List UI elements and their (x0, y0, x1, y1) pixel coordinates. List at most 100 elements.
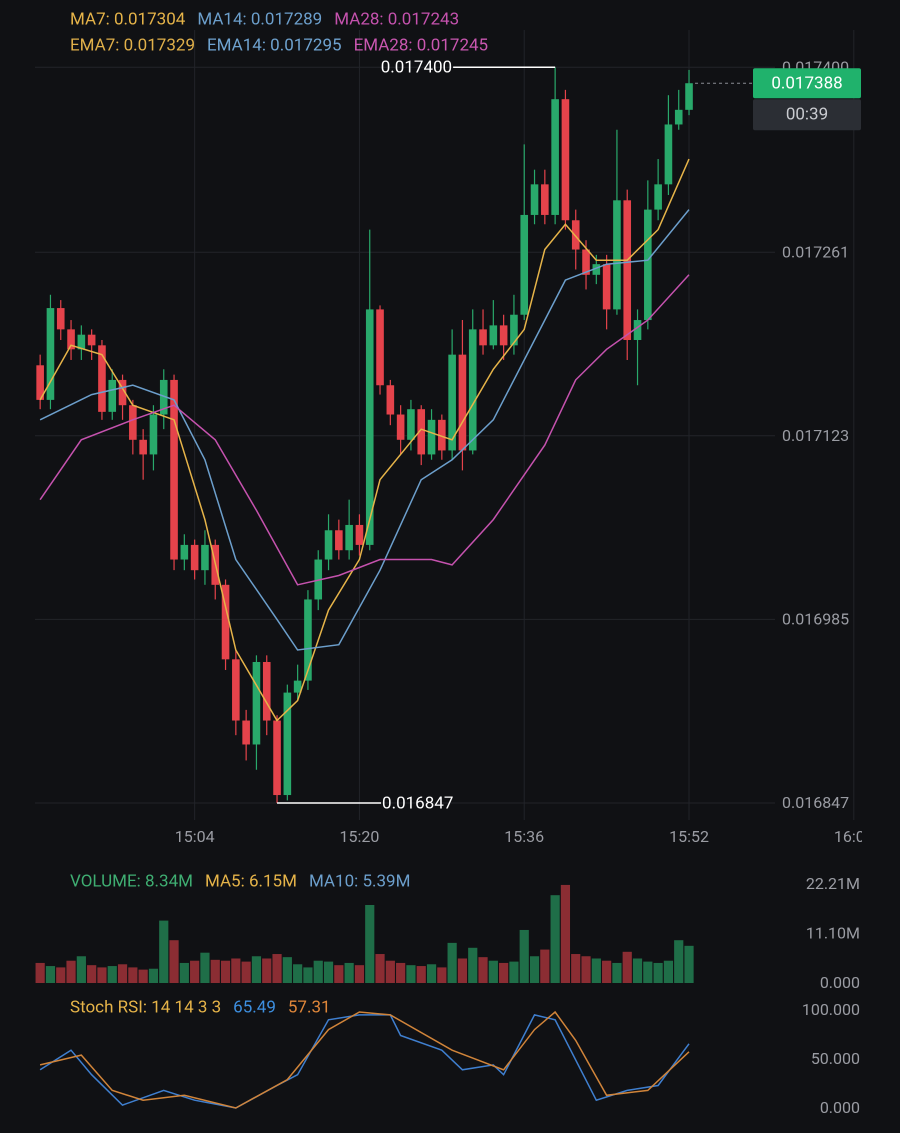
candle-body (654, 184, 662, 210)
countdown-label: 00:39 (786, 105, 828, 125)
y-tick-label: 0.000 (820, 1098, 860, 1117)
volume-bar (159, 920, 169, 983)
volume-bar (385, 960, 395, 983)
legend-entry: MA28: 0.017243 (334, 9, 459, 29)
volume-bar (282, 957, 292, 983)
candle-body (376, 309, 384, 386)
candle-body (159, 379, 168, 415)
candle-body (283, 692, 292, 796)
candle-body (108, 379, 117, 412)
candle-body (623, 200, 632, 341)
legend-entry: MA5: 6.15M (205, 871, 297, 891)
last-price-badge (753, 68, 861, 99)
y-tick-label: 11.10M (806, 924, 860, 943)
candle-body (417, 409, 426, 455)
legend-entry: VOLUME: 8.34M (70, 871, 193, 891)
volume-bar (560, 884, 571, 983)
candle-body (520, 214, 529, 315)
legend-entry: MA7: 0.017304 (70, 9, 186, 29)
candle-body (355, 524, 364, 545)
volume-bar (437, 967, 447, 983)
volume-bar (457, 958, 468, 983)
volume-bar (571, 954, 581, 983)
volume-bar (117, 964, 128, 983)
legend-entry: MA10: 5.39M (309, 871, 411, 891)
candle-body (201, 544, 209, 571)
candle-body (304, 599, 312, 681)
candle-body (335, 530, 343, 551)
annotation-label: 0.016847 (382, 794, 453, 814)
volume-bar (210, 959, 220, 983)
volume-bar (200, 952, 210, 983)
volume-bar (529, 956, 540, 983)
candle-body (644, 209, 652, 321)
volume-bar (323, 961, 334, 983)
volume-bar (169, 940, 179, 983)
candle-body (87, 334, 96, 346)
volume-bar (87, 965, 97, 983)
legend-entry: MA14: 0.017289 (197, 9, 322, 29)
candle-body (592, 264, 601, 275)
candle-body (510, 314, 518, 346)
x-tick-label: 16:08 (834, 827, 874, 846)
candle-body (118, 379, 127, 406)
candle-body (190, 544, 199, 571)
stoch-line (39, 1014, 690, 1109)
volume-bar (56, 967, 66, 983)
volume-bar (97, 967, 107, 983)
candle-body (149, 414, 158, 455)
candle-body (685, 83, 693, 110)
volume-bar (293, 964, 303, 983)
candle-body (530, 184, 539, 215)
volume-bar (251, 956, 262, 983)
candle-body (242, 720, 250, 745)
volume-bar (241, 961, 251, 983)
candle-body (36, 365, 44, 400)
candle-body (293, 680, 302, 693)
candle-body (438, 419, 446, 451)
candle-body (77, 334, 86, 350)
volume-bar (663, 960, 674, 983)
candle-body (170, 379, 178, 560)
volume-bar (602, 960, 612, 983)
candle-body (448, 354, 456, 451)
volume-bar (612, 962, 622, 983)
candle-body (232, 659, 240, 721)
x-tick-label: 15:04 (175, 827, 215, 846)
y-tick-label: 0.017261 (782, 242, 849, 261)
stoch-line (39, 1010, 690, 1109)
candle-body (551, 99, 559, 215)
volume-bar (622, 951, 632, 983)
volume-bar (478, 957, 488, 983)
volume-bar (591, 958, 601, 983)
volume-bar (344, 962, 354, 983)
y-tick-label: 100.000 (802, 1000, 860, 1019)
volume-bar (313, 960, 323, 983)
candle-body (407, 409, 415, 440)
volume-bar (499, 962, 509, 983)
volume-bar (354, 965, 365, 983)
volume-bar (272, 954, 282, 983)
volume-bar (406, 965, 416, 983)
legend-entry: EMA28: 0.017245 (354, 35, 489, 55)
candle-body (252, 661, 261, 745)
volume-bar (550, 895, 560, 983)
volume-bar (220, 960, 231, 983)
volume-bar (76, 956, 86, 983)
candle-body (571, 220, 580, 250)
candle-body (324, 530, 333, 560)
legend-entry: 65.49 (233, 997, 276, 1017)
volume-bar (396, 962, 406, 983)
volume-bar (107, 966, 117, 983)
y-tick-label: 0.017123 (782, 426, 849, 445)
candle-body (489, 325, 498, 346)
chart-area: 0.016847 0.016985 0.017123 0.017261 0.017400… (35, 9, 874, 1117)
candle-body (98, 345, 106, 412)
volume-bar (128, 967, 138, 983)
x-tick-label: 15:36 (504, 827, 544, 846)
candle-body (386, 385, 395, 415)
volume-bar (262, 958, 272, 983)
volume-bar (365, 904, 375, 983)
volume-bar (674, 940, 684, 983)
volume-bar (148, 968, 159, 983)
